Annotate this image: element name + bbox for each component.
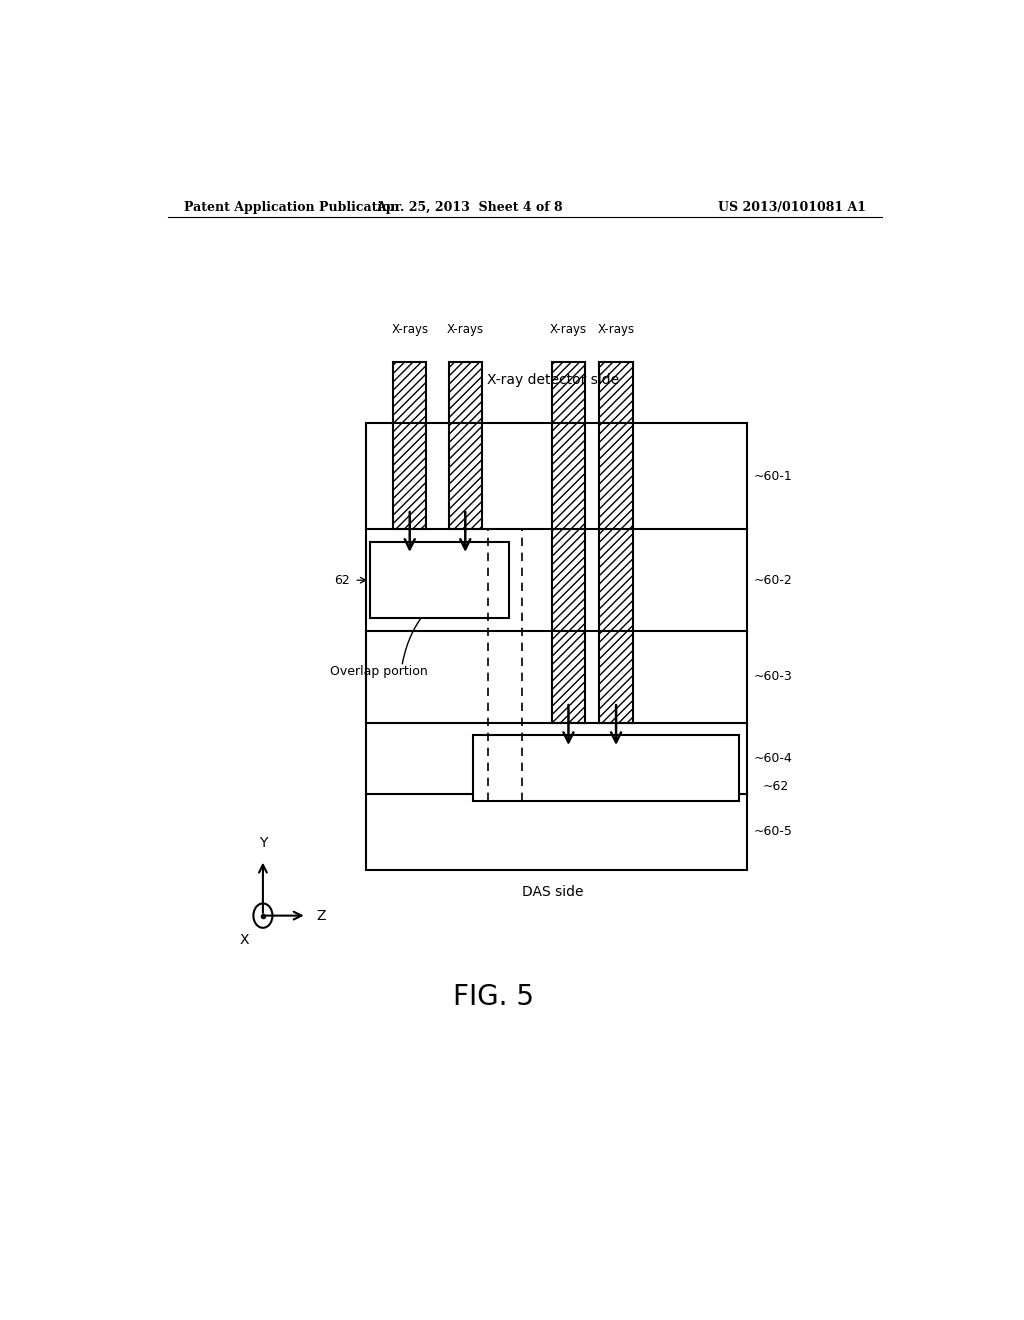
Text: X-ray detector side: X-ray detector side bbox=[486, 374, 618, 387]
Text: ~62: ~62 bbox=[763, 780, 790, 793]
Bar bbox=[449, 362, 482, 529]
Text: Apr. 25, 2013  Sheet 4 of 8: Apr. 25, 2013 Sheet 4 of 8 bbox=[376, 201, 562, 214]
Text: ~60-4: ~60-4 bbox=[754, 751, 793, 764]
Text: Patent Application Publication: Patent Application Publication bbox=[183, 201, 399, 214]
Text: Overlap portion: Overlap portion bbox=[331, 665, 428, 678]
Text: ~60-1: ~60-1 bbox=[754, 470, 793, 483]
Bar bbox=[599, 362, 633, 722]
Text: X-rays: X-rays bbox=[391, 323, 428, 337]
Text: Z: Z bbox=[316, 908, 326, 923]
Text: X: X bbox=[240, 933, 250, 946]
Text: X-rays: X-rays bbox=[446, 323, 484, 337]
Text: US 2013/0101081 A1: US 2013/0101081 A1 bbox=[718, 201, 866, 214]
Text: X-rays: X-rays bbox=[597, 323, 635, 337]
Text: ~60-2: ~60-2 bbox=[754, 574, 793, 586]
Text: DAS side: DAS side bbox=[522, 886, 584, 899]
Bar bbox=[367, 422, 748, 870]
Text: Y: Y bbox=[259, 836, 267, 850]
Bar bbox=[393, 362, 426, 529]
Text: FIG. 5: FIG. 5 bbox=[453, 983, 534, 1011]
Text: X-rays: X-rays bbox=[550, 323, 587, 337]
Bar bbox=[370, 541, 509, 618]
Bar bbox=[473, 735, 739, 801]
Text: ~60-5: ~60-5 bbox=[754, 825, 793, 838]
Text: 62: 62 bbox=[335, 574, 350, 586]
Bar bbox=[552, 362, 585, 722]
Text: ~60-3: ~60-3 bbox=[754, 671, 793, 684]
